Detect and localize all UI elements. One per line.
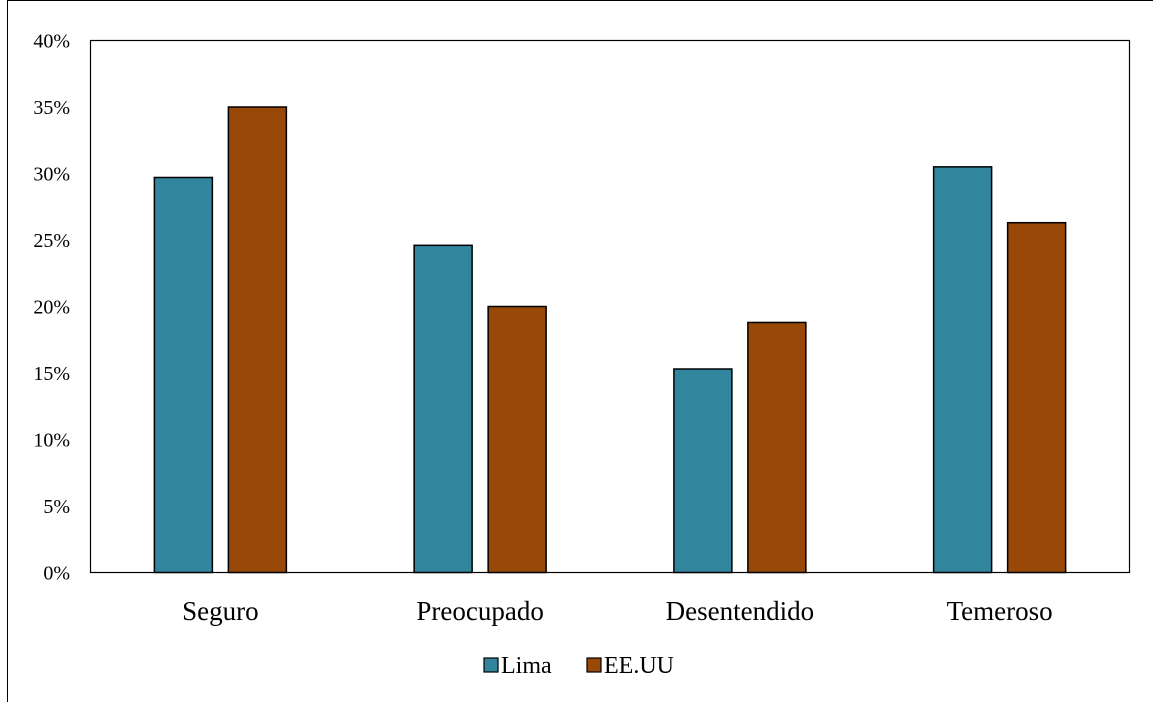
legend-label: EE.UU	[604, 653, 674, 679]
x-category-label: Desentendido	[666, 596, 814, 626]
bar-lima-desentendido	[673, 368, 733, 574]
bar-ee-uu-temeroso	[1006, 221, 1067, 574]
bar-ee-uu-seguro	[227, 106, 288, 574]
x-axis: Seguro Preocupado Desentendido Temeroso	[182, 596, 1053, 626]
x-category-label: Seguro	[182, 596, 259, 626]
y-tick-label: 10%	[33, 430, 70, 452]
y-tick-label: 30%	[33, 164, 70, 186]
legend-swatch-ee-uu	[586, 657, 602, 673]
bars	[153, 106, 1067, 574]
bar-lima-temeroso	[932, 166, 993, 574]
legend: Lima EE.UU	[483, 653, 674, 679]
bar-lima-seguro	[153, 176, 214, 574]
legend-swatch-lima	[483, 657, 499, 673]
y-tick-label: 25%	[33, 230, 70, 252]
y-tick-label: 35%	[33, 97, 70, 119]
y-axis: 0% 5% 10% 15% 20% 25% 30% 35% 40%	[33, 31, 70, 585]
plot-area	[89, 39, 1131, 574]
y-tick-label: 40%	[33, 31, 70, 53]
bar-ee-uu-desentendido	[747, 321, 807, 574]
y-tick-label: 20%	[33, 297, 70, 319]
y-tick-label: 5%	[43, 496, 70, 518]
legend-label: Lima	[501, 653, 552, 679]
bar-lima-preocupado	[413, 244, 473, 574]
x-category-label: Temeroso	[947, 596, 1053, 626]
x-category-label: Preocupado	[416, 596, 543, 626]
y-tick-label: 0%	[43, 563, 70, 585]
y-tick-label: 15%	[33, 363, 70, 385]
bar-ee-uu-preocupado	[487, 305, 547, 574]
